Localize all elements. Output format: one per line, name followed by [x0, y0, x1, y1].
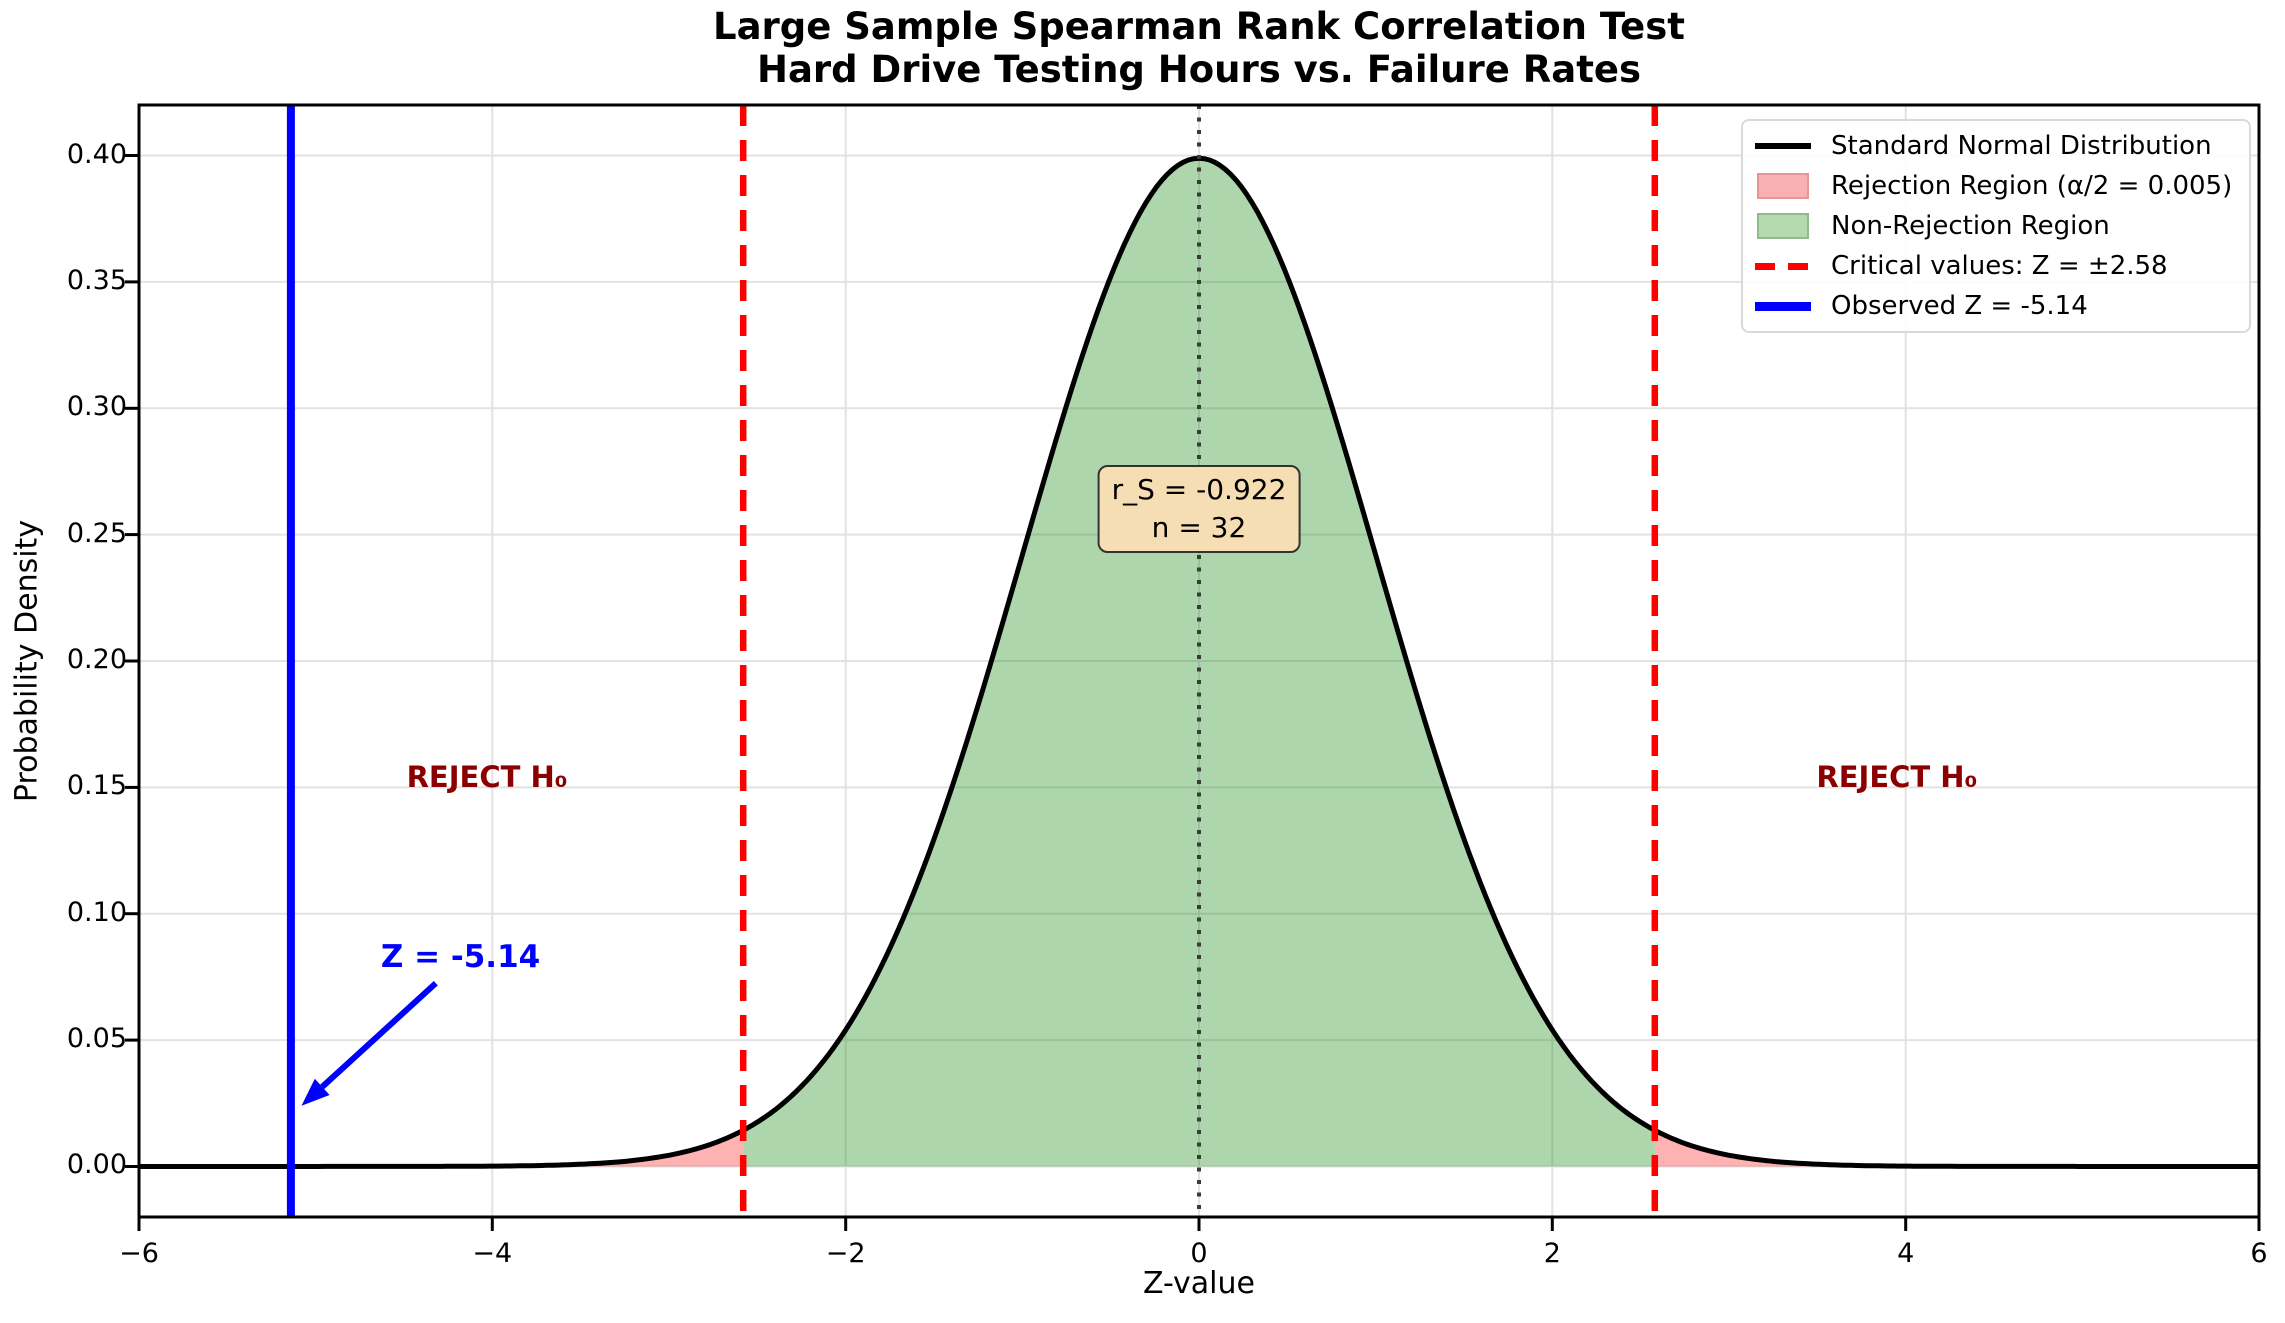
- observed-z-arrow-head: [301, 1078, 330, 1106]
- observed-z-arrow-shaft: [320, 980, 438, 1090]
- reject-h0-label-right: REJECT H₀: [1816, 760, 1978, 795]
- stats-n-value: n = 32: [1151, 511, 1247, 545]
- stats-annotation-box: r_S = -0.922 n = 32: [1097, 465, 1301, 554]
- legend-item: Non-Rejection Region: [1755, 206, 2237, 246]
- x-tick-label: 4: [1897, 1238, 1915, 1269]
- stats-rs-value: r_S = -0.922: [1111, 473, 1287, 507]
- legend-swatch-dashed-icon: [1755, 262, 1811, 270]
- rejection-region-fill-right: [1654, 1130, 2259, 1167]
- chart-title-line1: Large Sample Spearman Rank Correlation T…: [713, 5, 1685, 48]
- x-tick-label: −6: [119, 1238, 159, 1269]
- x-tick-label: 6: [2250, 1238, 2268, 1269]
- y-tick-label: 0.25: [66, 517, 127, 549]
- x-tick-label: −2: [825, 1238, 866, 1269]
- chart-title-line2: Hard Drive Testing Hours vs. Failure Rat…: [756, 48, 1642, 91]
- legend-swatch-patch-icon: [1755, 173, 1811, 199]
- legend-item-label: Critical values: Z = ±2.58: [1831, 251, 2168, 281]
- y-tick-label: 0.05: [66, 1023, 127, 1055]
- chart-title: Large Sample Spearman Rank Correlation T…: [139, 5, 2259, 91]
- x-tick-label: −4: [472, 1238, 513, 1269]
- legend-item: Observed Z = -5.14: [1755, 286, 2237, 326]
- legend: Standard Normal Distribution Rejection Re…: [1741, 119, 2251, 333]
- observed-z-annotation: Z = -5.14: [380, 938, 541, 975]
- legend-item: Standard Normal Distribution: [1755, 126, 2237, 166]
- y-tick-label: 0.00: [66, 1149, 127, 1181]
- legend-item-label: Observed Z = -5.14: [1831, 291, 2088, 321]
- y-tick-label: 0.20: [66, 644, 127, 675]
- legend-item: Rejection Region (α/2 = 0.005): [1755, 166, 2237, 206]
- legend-item-label: Rejection Region (α/2 = 0.005): [1831, 171, 2233, 201]
- rejection-region-fill-left: [139, 1130, 744, 1167]
- legend-item-label: Non-Rejection Region: [1831, 211, 2110, 241]
- legend-item-label: Standard Normal Distribution: [1831, 131, 2212, 161]
- x-tick-label: 0: [1190, 1238, 1208, 1269]
- legend-swatch-line-icon: [1755, 143, 1811, 149]
- y-tick-label: 0.35: [66, 264, 127, 296]
- legend-swatch-thickline-icon: [1755, 301, 1811, 311]
- x-axis-label: Z-value: [1143, 1266, 1255, 1301]
- y-tick-label: 0.10: [66, 896, 127, 928]
- legend-swatch-patch-icon: [1755, 213, 1811, 239]
- x-tick-label: 2: [1543, 1238, 1561, 1269]
- reject-h0-label-left: REJECT H₀: [406, 760, 568, 795]
- y-tick-label: 0.15: [66, 770, 127, 802]
- y-tick-label: 0.40: [66, 138, 127, 170]
- non-rejection-region-fill: [743, 158, 1655, 1167]
- legend-item: Critical values: Z = ±2.58: [1755, 246, 2237, 286]
- y-tick-label: 0.30: [66, 391, 127, 423]
